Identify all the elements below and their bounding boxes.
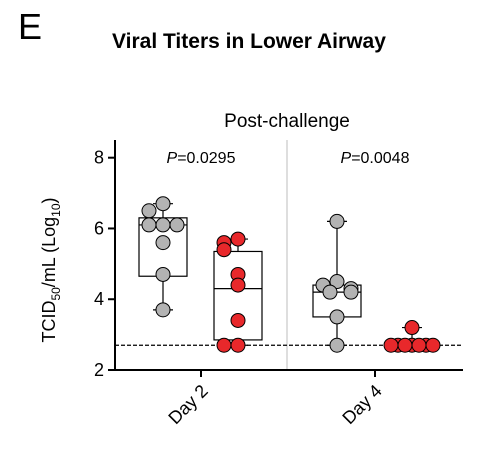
data-point xyxy=(230,277,246,293)
data-point xyxy=(329,309,345,325)
data-point xyxy=(169,217,185,233)
data-point xyxy=(343,284,359,300)
data-point xyxy=(216,242,232,258)
panel-letter: E xyxy=(18,6,43,47)
data-point xyxy=(141,203,157,219)
data-point xyxy=(155,217,171,233)
p-value-label: P=0.0048 xyxy=(341,150,410,167)
y-tick-label: 4 xyxy=(94,289,104,309)
data-point xyxy=(329,213,345,229)
data-point xyxy=(155,302,171,318)
y-tick-label: 8 xyxy=(94,148,104,168)
data-point xyxy=(411,337,427,353)
data-point xyxy=(216,337,232,353)
data-point xyxy=(230,231,246,247)
data-point xyxy=(155,266,171,282)
data-point xyxy=(322,284,338,300)
data-point xyxy=(404,320,420,336)
data-point xyxy=(425,337,441,353)
y-tick-label: 2 xyxy=(94,360,104,380)
data-point xyxy=(230,312,246,328)
y-axis-label: TCID50/mL (Log10) xyxy=(39,197,63,342)
y-tick-label: 6 xyxy=(94,218,104,238)
p-value-label: P=0.0295 xyxy=(167,150,236,167)
data-point xyxy=(329,337,345,353)
data-point xyxy=(230,337,246,353)
data-point xyxy=(329,274,345,290)
data-point xyxy=(155,196,171,212)
x-tick-label: Day 2 xyxy=(164,381,211,428)
data-point xyxy=(383,337,399,353)
chart-title: Viral Titers in Lower Airway xyxy=(112,30,386,53)
chart-subtitle: Post-challenge xyxy=(224,111,350,132)
data-point xyxy=(141,217,157,233)
plot-area: 2 4 6 8 Day 2 Day 4 P=0.0295 P=0.0048 xyxy=(94,140,463,428)
x-tick-label: Day 4 xyxy=(338,381,385,428)
data-point xyxy=(155,235,171,251)
data-point xyxy=(397,337,413,353)
